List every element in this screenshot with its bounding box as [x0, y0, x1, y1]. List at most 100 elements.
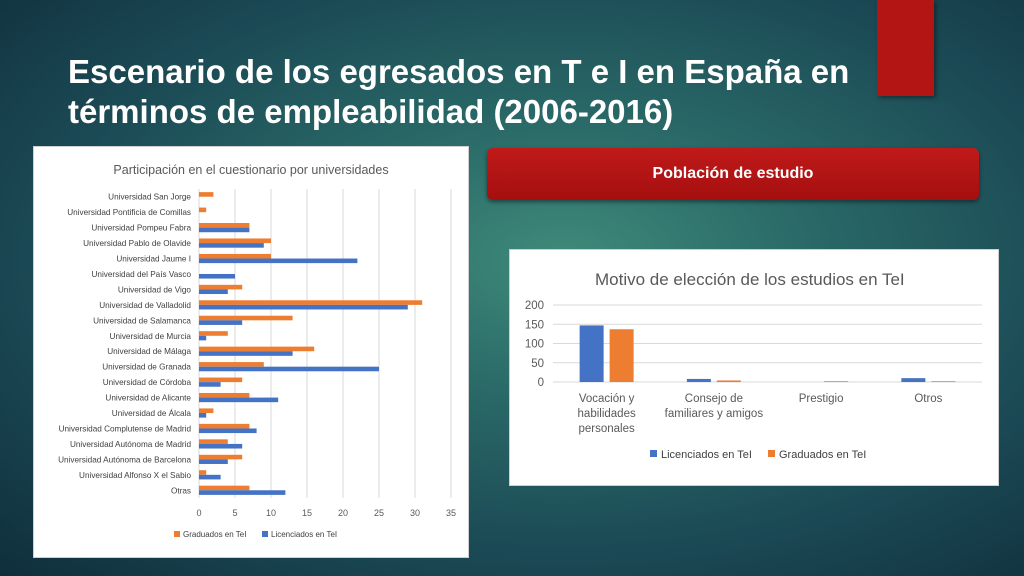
legend-label: Licenciados en TeI	[271, 530, 337, 539]
bar-licenciados	[199, 351, 293, 356]
slide-title-line-1: Escenario de los egresados en T e I en E…	[68, 53, 850, 90]
bar-graduados	[199, 207, 207, 213]
category-label: personales	[578, 423, 635, 435]
motivation-chart-svg: Motivo de elección de los estudios en Te…	[525, 270, 982, 461]
participation-chart: Participación en el cuestionario por uni…	[33, 146, 469, 558]
bar-graduados	[931, 381, 956, 382]
category-label: Universidad de Córdoba	[103, 378, 192, 387]
x-tick-label: 5	[232, 508, 237, 518]
participation-chart-title: Participación en el cuestionario por uni…	[113, 163, 388, 177]
category-label: Universidad Pablo de Olavide	[83, 239, 191, 248]
bar-licenciados	[199, 227, 250, 233]
legend-label: Graduados en TeI	[779, 449, 866, 461]
y-tick-label: 150	[525, 319, 544, 331]
x-tick-label: 25	[374, 508, 384, 518]
legend-swatch	[262, 531, 268, 537]
category-label: Universidad Jaume I	[116, 255, 191, 264]
category-label: Universidad San Jorge	[108, 193, 191, 202]
bar-graduados	[199, 470, 207, 475]
category-label: Universidad Autónoma de Barcelona	[58, 455, 191, 464]
bar-graduados	[199, 392, 250, 398]
bar-graduados	[199, 315, 293, 321]
bar-licenciados	[901, 378, 926, 382]
category-label: Universidad de Málaga	[107, 347, 191, 356]
bar-graduados	[199, 362, 264, 367]
y-tick-label: 100	[525, 339, 544, 351]
category-label: Otras	[171, 486, 191, 495]
category-label: Vocación y	[579, 393, 635, 405]
bar-licenciados	[199, 413, 207, 418]
bar-licenciados	[686, 378, 711, 382]
bar-licenciados	[199, 366, 379, 372]
category-label: familiares y amigos	[665, 408, 764, 420]
bar-graduados	[199, 423, 250, 429]
bar-licenciados	[199, 382, 221, 387]
category-label: Prestigio	[799, 393, 844, 405]
bar-graduados	[199, 346, 315, 352]
bar-licenciados	[199, 490, 286, 495]
category-label: Otros	[914, 393, 942, 405]
x-tick-label: 0	[196, 508, 201, 518]
bar-graduados	[199, 377, 243, 383]
category-label: Universidad de Vigo	[118, 285, 192, 294]
bar-graduados	[609, 329, 634, 382]
y-tick-label: 0	[538, 377, 544, 389]
bar-graduados	[199, 192, 214, 197]
legend-label: Graduados en TeI	[183, 530, 246, 539]
slide-title-line-2: términos de empleabilidad (2006-2016)	[68, 93, 674, 130]
bar-graduados	[199, 454, 243, 460]
category-label: Universidad de Granada	[102, 363, 191, 372]
category-label: Universidad Alfonso X el Sabio	[79, 471, 191, 480]
bar-licenciados	[199, 335, 207, 341]
bar-licenciados	[199, 304, 408, 310]
bar-licenciados	[199, 320, 243, 325]
poblacion-estudio-label: Población de estudio	[652, 165, 814, 182]
category-label: Universidad del País Vasco	[91, 270, 191, 279]
motivation-chart-title: Motivo de elección de los estudios en Te…	[595, 270, 905, 289]
red-accent-tab	[877, 0, 934, 96]
y-tick-label: 50	[531, 358, 544, 370]
legend-swatch	[768, 450, 775, 457]
category-label: Universidad de Alicante	[105, 394, 191, 403]
motivation-chart: Motivo de elección de los estudios en Te…	[509, 249, 999, 486]
bar-graduados	[199, 284, 243, 290]
x-tick-label: 30	[410, 508, 420, 518]
legend-label: Licenciados en TeI	[661, 449, 752, 461]
bar-licenciados	[199, 397, 279, 403]
poblacion-estudio-button[interactable]: Población de estudio	[487, 148, 979, 200]
category-label: habilidades	[578, 408, 636, 420]
participation-chart-svg: Participación en el cuestionario por uni…	[58, 163, 456, 539]
category-label: Universidad de Álcala	[112, 408, 192, 418]
bar-licenciados	[199, 289, 228, 295]
x-tick-label: 35	[446, 508, 456, 518]
bar-licenciados	[199, 474, 221, 480]
bar-licenciados	[199, 459, 228, 464]
bar-graduados	[824, 381, 849, 382]
legend-swatch	[650, 450, 657, 457]
bar-graduados	[199, 331, 228, 336]
bar-graduados	[199, 300, 423, 305]
bar-graduados	[199, 439, 228, 444]
bar-licenciados	[579, 325, 604, 382]
category-label: Universidad Pontificia de Comillas	[67, 208, 191, 217]
category-label: Universidad de Murcia	[110, 332, 192, 341]
category-label: Consejo de	[685, 393, 743, 405]
bar-graduados	[716, 380, 741, 382]
bar-licenciados	[199, 243, 264, 248]
category-label: Universidad de Salamanca	[93, 316, 191, 325]
x-tick-label: 10	[266, 508, 276, 518]
bar-licenciados	[199, 258, 358, 264]
bar-graduados	[199, 238, 271, 244]
category-label: Universidad Complutense de Madrid	[59, 424, 192, 433]
category-label: Universidad Autónoma de Madrid	[70, 440, 192, 449]
bar-licenciados	[199, 428, 257, 434]
bar-graduados	[199, 223, 250, 228]
legend-swatch	[174, 531, 180, 537]
x-tick-label: 20	[338, 508, 348, 518]
slide-title: Escenario de los egresados en T e I en E…	[68, 52, 888, 132]
category-label: Universidad Pompeu Fabra	[91, 224, 191, 233]
y-tick-label: 200	[525, 300, 544, 312]
bar-graduados	[199, 485, 250, 491]
bar-licenciados	[199, 273, 235, 279]
bar-graduados	[199, 253, 271, 259]
